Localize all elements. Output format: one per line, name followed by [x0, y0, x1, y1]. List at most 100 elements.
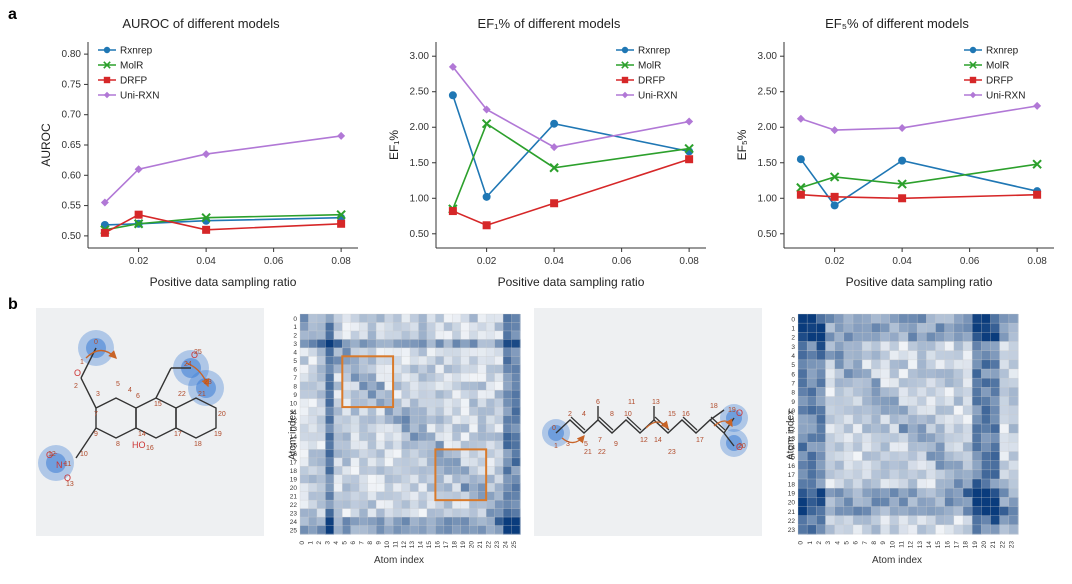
svg-text:2.50: 2.50 [410, 87, 430, 98]
heatmap-2: 0011223344556677889910101111121213131414… [770, 308, 1024, 562]
svg-text:7: 7 [598, 437, 602, 444]
svg-text:20: 20 [290, 485, 298, 492]
svg-text:Rxnrep: Rxnrep [638, 46, 671, 57]
svg-text:0.04: 0.04 [196, 256, 216, 267]
svg-text:1.00: 1.00 [758, 193, 778, 204]
svg-text:19: 19 [728, 407, 736, 414]
svg-text:0: 0 [94, 339, 98, 346]
svg-text:22: 22 [178, 391, 186, 398]
svg-text:9: 9 [614, 441, 618, 448]
svg-text:21: 21 [198, 391, 206, 398]
svg-text:6: 6 [596, 399, 600, 406]
svg-text:10: 10 [384, 541, 391, 549]
svg-text:19: 19 [788, 491, 796, 498]
svg-text:3: 3 [566, 441, 570, 448]
svg-text:2: 2 [316, 541, 323, 545]
svg-text:DRFP: DRFP [120, 76, 148, 87]
svg-text:2.00: 2.00 [410, 122, 430, 133]
svg-text:17: 17 [953, 541, 960, 549]
svg-text:2: 2 [74, 383, 78, 390]
svg-text:23: 23 [788, 527, 796, 534]
svg-text:22: 22 [290, 502, 298, 509]
svg-text:EF₅% of different models: EF₅% of different models [825, 16, 969, 31]
svg-text:4: 4 [834, 541, 841, 545]
svg-text:6: 6 [791, 371, 795, 378]
svg-text:1: 1 [791, 326, 795, 333]
svg-text:0.04: 0.04 [544, 256, 564, 267]
svg-text:18: 18 [710, 403, 718, 410]
svg-text:18: 18 [788, 481, 796, 488]
svg-text:15: 15 [154, 401, 162, 408]
svg-text:0.04: 0.04 [892, 256, 912, 267]
svg-text:20: 20 [738, 443, 746, 450]
svg-text:18: 18 [194, 441, 202, 448]
svg-text:3.00: 3.00 [410, 51, 430, 62]
svg-text:10: 10 [889, 541, 896, 549]
svg-text:21: 21 [477, 541, 484, 549]
row-a-charts: AUROC of different models 0.50 0.55 0.60 0.6… [36, 12, 1062, 292]
svg-text:0.60: 0.60 [62, 170, 82, 181]
svg-text:25: 25 [194, 349, 202, 356]
svg-text:13: 13 [917, 541, 924, 549]
svg-text:0: 0 [552, 425, 556, 432]
svg-text:AUROC: AUROC [39, 123, 53, 167]
svg-text:1.00: 1.00 [410, 193, 430, 204]
svg-text:0.08: 0.08 [1027, 256, 1047, 267]
svg-text:16: 16 [682, 411, 690, 418]
svg-text:14: 14 [418, 541, 425, 549]
svg-text:20: 20 [788, 500, 796, 507]
svg-text:0.06: 0.06 [960, 256, 980, 267]
svg-text:13: 13 [66, 481, 74, 488]
svg-text:21: 21 [990, 541, 997, 549]
svg-text:9: 9 [375, 541, 382, 545]
svg-text:0.50: 0.50 [410, 229, 430, 240]
svg-text:18: 18 [452, 541, 459, 549]
svg-text:0: 0 [798, 541, 805, 545]
svg-text:AUROC of different models: AUROC of different models [122, 16, 280, 31]
svg-text:2: 2 [816, 541, 823, 545]
heatmap-2-ylabel: Atom index [786, 410, 797, 460]
svg-text:1: 1 [80, 359, 84, 366]
svg-text:1: 1 [554, 443, 558, 450]
svg-text:8: 8 [116, 441, 120, 448]
svg-text:Positive data sampling ratio: Positive data sampling ratio [846, 275, 993, 289]
svg-text:0: 0 [791, 316, 795, 323]
svg-text:7: 7 [862, 541, 869, 545]
svg-text:6: 6 [293, 367, 297, 374]
svg-text:23: 23 [1008, 541, 1015, 549]
svg-text:11: 11 [628, 399, 635, 406]
svg-text:0.50: 0.50 [758, 229, 778, 240]
svg-text:5: 5 [116, 381, 120, 388]
svg-text:2: 2 [568, 411, 572, 418]
svg-text:8: 8 [293, 383, 297, 390]
svg-text:Rxnrep: Rxnrep [986, 46, 1019, 57]
svg-text:Positive data sampling ratio: Positive data sampling ratio [150, 275, 297, 289]
svg-text:23: 23 [668, 449, 676, 456]
svg-text:24: 24 [290, 519, 298, 526]
svg-text:24: 24 [502, 541, 509, 549]
svg-text:10: 10 [80, 451, 88, 458]
svg-text:10: 10 [290, 400, 298, 407]
svg-text:0.65: 0.65 [62, 140, 82, 151]
svg-text:1.50: 1.50 [410, 158, 430, 169]
svg-text:Rxnrep: Rxnrep [120, 46, 153, 57]
svg-text:4: 4 [128, 387, 132, 394]
molecule-panel-1: OON⁺OO⁻HO0123456789101112131415161718192… [36, 308, 264, 536]
svg-text:0.06: 0.06 [612, 256, 632, 267]
svg-text:20: 20 [468, 541, 475, 549]
svg-text:25: 25 [511, 541, 518, 549]
svg-text:O: O [74, 368, 81, 378]
svg-text:15: 15 [935, 541, 942, 549]
heatmap-1-ylabel: Atom index [288, 410, 299, 460]
svg-text:3.00: 3.00 [758, 51, 778, 62]
svg-text:7: 7 [94, 411, 98, 418]
svg-text:5: 5 [584, 441, 588, 448]
svg-text:0.55: 0.55 [62, 201, 82, 212]
svg-text:17: 17 [290, 460, 298, 467]
svg-text:18: 18 [963, 541, 970, 549]
chart-auroc: AUROC of different models0.500.550.600.6… [36, 12, 366, 292]
svg-text:HO: HO [132, 440, 146, 450]
svg-text:Uni-RXN: Uni-RXN [986, 91, 1025, 102]
row-b-visuals: OON⁺OO⁻HO0123456789101112131415161718192… [36, 308, 1062, 568]
svg-text:16: 16 [944, 541, 951, 549]
